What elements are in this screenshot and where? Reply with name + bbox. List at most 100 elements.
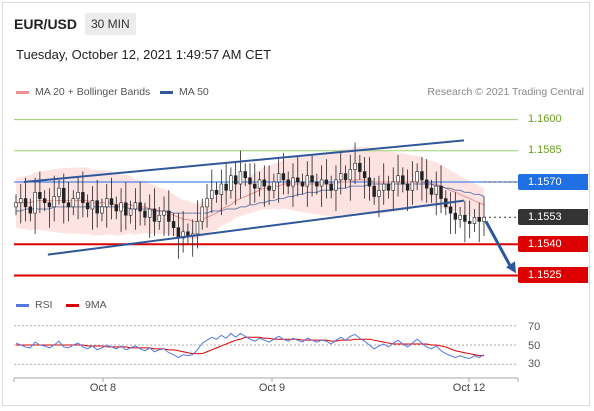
candle-body <box>205 198 209 208</box>
candle-body <box>57 187 61 197</box>
candle-body <box>248 177 252 185</box>
level-label-1.1585: 1.1585 <box>528 143 562 156</box>
rsi-tick-70: 70 <box>528 321 541 333</box>
candle-body <box>200 206 204 222</box>
candle-body <box>276 173 281 183</box>
candle-body <box>95 200 99 214</box>
candle-body <box>281 173 286 181</box>
candle-body <box>28 206 33 214</box>
candle-body <box>14 202 18 208</box>
candle-body <box>195 221 200 235</box>
ma20-swatch-icon <box>16 90 29 94</box>
x-tick-label: Oct 12 <box>452 382 486 394</box>
legend-ma20: MA 20 + Bollinger Bands <box>16 86 150 98</box>
candle-body <box>429 187 434 195</box>
candle-body <box>128 208 133 216</box>
candle-body <box>358 162 362 172</box>
candle-body <box>267 185 271 191</box>
legend-rsi-label: RSI <box>35 299 53 311</box>
candle-body <box>401 175 405 185</box>
candle-body <box>119 202 123 212</box>
candle-body <box>362 171 367 179</box>
candle-body <box>19 198 23 204</box>
legend-ma20-label: MA 20 + Bollinger Bands <box>35 86 151 98</box>
candle-body <box>143 210 147 218</box>
trendline-channel-top <box>23 139 465 183</box>
level-tag-1.1553: 1.1553 <box>518 209 588 226</box>
candle-body <box>23 198 28 208</box>
candle-body <box>52 196 56 208</box>
candle-body <box>396 175 400 183</box>
candle-body <box>381 183 386 191</box>
candle-body <box>152 208 157 222</box>
candle-body <box>171 221 176 228</box>
candle-body <box>367 177 372 187</box>
candle-body <box>329 183 333 191</box>
candle-body <box>482 216 486 222</box>
level-tag-1.1525: 1.1525 <box>518 267 588 284</box>
candle-body <box>386 183 391 191</box>
candle-body <box>85 202 90 210</box>
candle-body <box>219 183 224 195</box>
candle-body <box>477 216 481 222</box>
candle-body <box>224 183 228 191</box>
candle-body <box>262 179 267 187</box>
trendline-channel-bottom <box>47 199 465 256</box>
candle-body <box>310 175 314 183</box>
candle-body <box>348 169 353 181</box>
candle-body <box>291 177 295 187</box>
candle-body <box>286 179 290 187</box>
candle-body <box>138 202 142 212</box>
candle-body <box>124 202 128 216</box>
legend-rsi-ma-label: 9MA <box>85 299 107 311</box>
ma50-swatch-icon <box>160 90 173 94</box>
level-tag-1.1540: 1.1540 <box>518 236 588 253</box>
candle-body <box>300 181 305 187</box>
candle-body <box>377 189 381 197</box>
rsi-swatch-icon <box>16 303 29 307</box>
projection-arrow-head <box>506 261 516 274</box>
candle-body <box>214 189 219 195</box>
candle-body <box>334 179 338 191</box>
candle-body <box>100 206 104 214</box>
candle-body <box>167 210 171 222</box>
candle-body <box>109 198 114 206</box>
rsi-ma-line <box>16 336 484 357</box>
candle-body <box>315 181 319 187</box>
candle-body <box>76 192 80 199</box>
candle-body <box>472 216 477 224</box>
candle-body <box>186 231 190 237</box>
candle-body <box>133 202 138 210</box>
candle-body <box>343 173 348 181</box>
rsi-line <box>15 332 485 360</box>
x-tick-label: Oct 8 <box>89 382 117 394</box>
candle-body <box>319 179 324 187</box>
level-tag-1.1570: 1.1570 <box>518 173 588 190</box>
rsi-ma-swatch-icon <box>66 303 79 307</box>
candle-body <box>157 214 161 222</box>
candle-body <box>324 179 329 185</box>
candle-body <box>410 181 415 191</box>
candle-body <box>448 206 453 214</box>
candle-body <box>147 208 152 218</box>
rsi-tick-30: 30 <box>528 358 541 370</box>
chart-frame <box>2 2 590 406</box>
candle-body <box>372 185 376 197</box>
research-credit: Research © 2021 Trading Central <box>427 86 584 98</box>
candle-body <box>81 192 85 204</box>
candle-body <box>33 192 37 214</box>
candle-body <box>296 177 300 183</box>
projection-arrow-shaft <box>484 220 514 270</box>
timeframe-badge[interactable]: 30 MIN <box>85 13 136 35</box>
candle-body <box>62 187 66 204</box>
legend-rsi: RSI <box>16 299 53 311</box>
candle-body <box>42 198 47 204</box>
candle-body <box>210 189 214 199</box>
pair-title: EUR/USD <box>14 16 78 32</box>
candle-body <box>238 171 243 185</box>
candle-body <box>114 204 119 212</box>
candle-body <box>66 202 71 208</box>
candle-body <box>253 183 257 189</box>
rsi-tick-50: 50 <box>528 340 541 352</box>
